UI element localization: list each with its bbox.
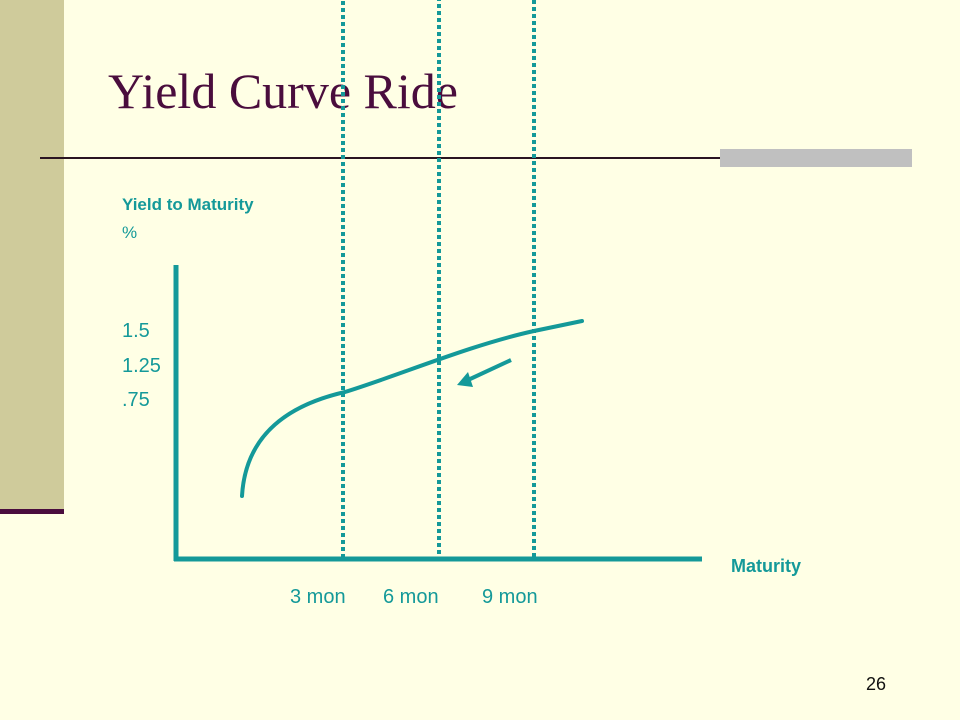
- dotted-guides: [341, 0, 536, 557]
- y-axis-unit: %: [122, 223, 137, 242]
- title-underline-accent: [720, 149, 912, 167]
- x-axis-label: Maturity: [731, 556, 801, 576]
- side-bar-accent: [0, 509, 64, 514]
- ride-arrow-head: [457, 372, 473, 387]
- y-tick-label: 1.5: [122, 320, 150, 342]
- yield-curve-line: [240, 319, 584, 498]
- y-tick-label: .75: [122, 389, 150, 411]
- title-underline: [40, 157, 912, 159]
- side-bar: [0, 0, 64, 512]
- x-tick-label: 6 mon: [383, 586, 439, 608]
- slide-title: Yield Curve Ride: [108, 63, 458, 119]
- x-tick-label: 3 mon: [290, 586, 346, 608]
- ride-arrow-shaft: [467, 358, 512, 382]
- slide-number: 26: [866, 674, 887, 694]
- x-tick-label: 9 mon: [482, 586, 538, 608]
- y-axis-label: Yield to Maturity: [122, 195, 254, 214]
- y-tick-label: 1.25: [122, 355, 161, 377]
